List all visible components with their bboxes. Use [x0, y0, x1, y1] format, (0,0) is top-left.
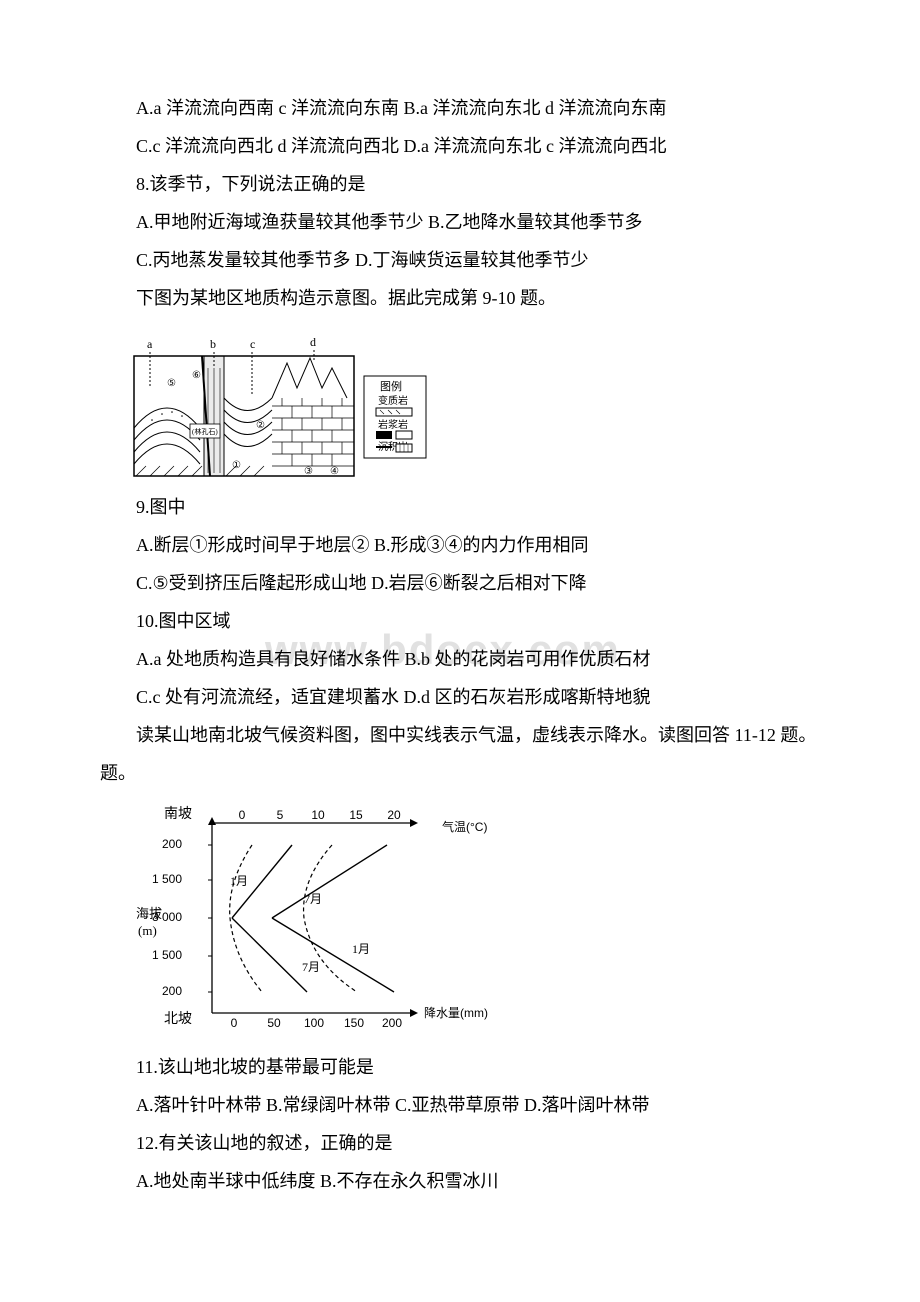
series-7month-top: 7月	[304, 892, 322, 906]
xtick-p0: 0	[231, 1016, 238, 1030]
xtick-t0: 0	[239, 808, 246, 822]
label-b: b	[210, 337, 216, 351]
xlabel-precip: 降水量(mm)	[424, 1006, 488, 1020]
label-6: ⑥	[192, 370, 201, 381]
label-c: c	[250, 337, 255, 351]
q12-option-ab: A.地处南半球中低纬度 B.不存在永久积雪冰川	[100, 1163, 820, 1199]
q8-option-ab: A.甲地附近海域渔获量较其他季节少 B.乙地降水量较其他季节多	[100, 204, 820, 240]
q8-option-cd: C.丙地蒸发量较其他季节多 D.丁海峡货运量较其他季节少	[100, 242, 820, 278]
xtick-t5: 5	[277, 808, 284, 822]
label-1: ①	[232, 460, 241, 471]
y-bottom-label: 北坡	[164, 1011, 192, 1027]
label-d: d	[310, 335, 316, 349]
q7-option-ab: A.a 洋流流向西南 c 洋流流向东南 B.a 洋流流向东北 d 洋流流向东南	[100, 90, 820, 126]
legend-item-1: 变质岩	[378, 394, 408, 407]
fig2-intro-tail: 题。	[100, 755, 820, 791]
y-axis-label-2: (m)	[138, 923, 157, 938]
series-1month-top: 1月	[230, 874, 248, 888]
climate-chart: 200 1 500 3 000 1 500 200 0 5 10 15 20 气…	[132, 803, 820, 1043]
ytick-n1500: 1 500	[152, 948, 182, 962]
fig1-intro: 下图为某地区地质构造示意图。据此完成第 9-10 题。	[100, 280, 820, 316]
ytick-s1500: 1 500	[152, 872, 182, 886]
q10-option-cd: C.c 处有河流流经，适宜建坝蓄水 D.d 区的石灰岩形成喀斯特地貌	[100, 679, 820, 715]
q11-options: A.落叶针叶林带 B.常绿阔叶林带 C.亚热带草原带 D.落叶阔叶林带	[100, 1087, 820, 1123]
ytick-s200: 200	[162, 837, 182, 851]
label-3: ③	[304, 466, 313, 477]
climate-svg: 200 1 500 3 000 1 500 200 0 5 10 15 20 气…	[132, 803, 502, 1043]
q9-option-ab: A.断层①形成时间早于地层② B.形成③④的内力作用相同	[100, 527, 820, 563]
ytick-n200: 200	[162, 984, 182, 998]
xtick-t10: 10	[311, 808, 325, 822]
q10-stem: 10.图中区域	[100, 603, 820, 639]
q10-option-ab: A.a 处地质构造具有良好储水条件 B.b 处的花岗岩可用作优质石材	[100, 641, 820, 677]
q8-stem: 8.该季节，下列说法正确的是	[100, 166, 820, 202]
xtick-p50: 50	[267, 1016, 281, 1030]
legend-item-2: 岩浆岩	[378, 418, 408, 431]
fossil-label: (林孔石)	[192, 427, 218, 436]
q7-option-cd: C.c 洋流流向西北 d 洋流流向西北 D.a 洋流流向东北 c 洋流流向西北	[100, 128, 820, 164]
series-7month-bot: 7月	[302, 960, 320, 974]
xtick-p150: 150	[344, 1016, 364, 1030]
y-axis-label-1: 海拔	[136, 906, 162, 921]
series-1month-bot: 1月	[352, 942, 370, 956]
label-5: ⑤	[167, 378, 176, 389]
fig2-intro: 读某山地南北坡气候资料图，图中实线表示气温，虚线表示降水。读图回答 11-12 …	[100, 717, 820, 753]
y-top-label: 南坡	[164, 806, 192, 822]
page-content: A.a 洋流流向西南 c 洋流流向东南 B.a 洋流流向东北 d 洋流流向东南 …	[100, 90, 820, 1199]
label-4: ④	[330, 466, 339, 477]
xtick-t20: 20	[387, 808, 401, 822]
label-a: a	[147, 337, 153, 351]
xtick-t15: 15	[349, 808, 363, 822]
q11-stem: 11.该山地北坡的基带最可能是	[100, 1049, 820, 1085]
geology-diagram: (林孔石)	[132, 328, 820, 483]
legend-title: 图例	[380, 379, 402, 393]
q12-stem: 12.有关该山地的叙述，正确的是	[100, 1125, 820, 1161]
q9-stem: 9.图中	[100, 489, 820, 525]
xtick-p200: 200	[382, 1016, 402, 1030]
xtick-p100: 100	[304, 1016, 324, 1030]
label-2: ②	[256, 420, 265, 431]
xlabel-temp: 气温(°C)	[442, 819, 487, 834]
geology-svg: (林孔石)	[132, 328, 432, 483]
q9-option-cd: C.⑤受到挤压后隆起形成山地 D.岩层⑥断裂之后相对下降	[100, 565, 820, 601]
